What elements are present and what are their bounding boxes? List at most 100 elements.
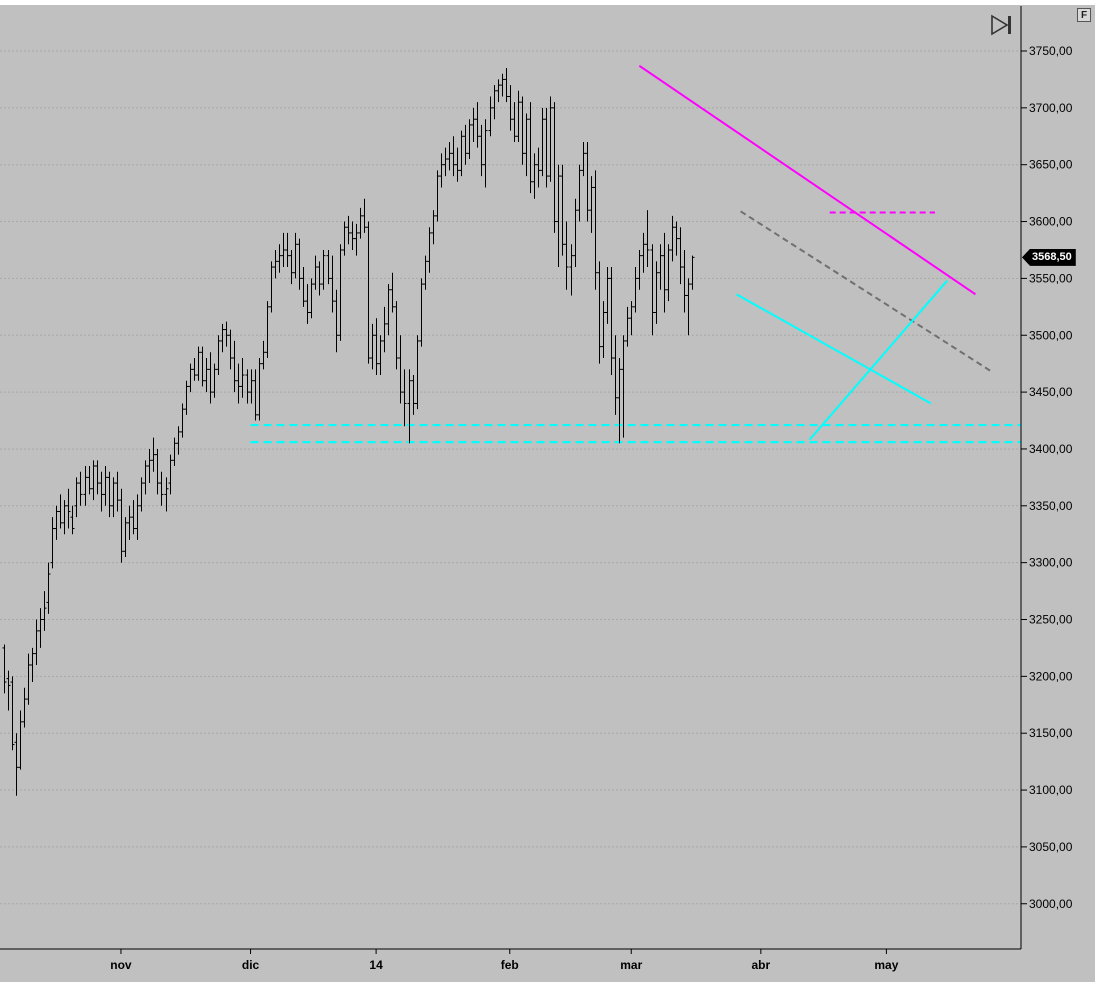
ohlc-bar: [346, 215, 351, 245]
y-tick-label: 3750,00: [1029, 44, 1073, 58]
ohlc-bar: [131, 500, 136, 535]
ohlc-bar: [402, 369, 407, 427]
ohlc-bar: [143, 460, 148, 495]
ohlc-bar: [321, 249, 326, 290]
ohlc-bar: [66, 488, 71, 529]
ohlc-bar: [540, 107, 545, 177]
ohlc-bar: [91, 460, 96, 501]
ohlc-bar: [492, 85, 497, 120]
ohlc-bar: [366, 221, 371, 364]
y-tick-label: 3100,00: [1029, 783, 1073, 797]
y-tick-label: 3300,00: [1029, 556, 1073, 570]
ohlc-bar: [228, 329, 233, 370]
ohlc-bar: [70, 505, 75, 535]
ohlc-bar: [95, 460, 100, 495]
ohlc-bar: [508, 85, 513, 131]
ohlc-bar: [496, 79, 501, 103]
ohlc-bar: [159, 471, 164, 506]
ohlc-bar: [463, 124, 468, 165]
ohlc-bar: [609, 267, 614, 376]
ohlc-bar: [30, 647, 35, 683]
ohlc-bar: [107, 471, 112, 518]
ohlc-bar: [483, 119, 488, 188]
ohlc-bar: [212, 363, 217, 398]
ohlc-bar: [232, 340, 237, 393]
cyan-trendline-line: [736, 293, 932, 405]
ohlc-bar: [479, 124, 484, 177]
ohlc-bar: [42, 591, 47, 631]
ohlc-bar: [573, 198, 578, 268]
ohlc-bar: [330, 255, 335, 313]
ohlc-bar: [261, 340, 266, 370]
ohlc-bar: [38, 608, 43, 648]
ohlc-bar: [317, 261, 322, 296]
ohlc-bar: [111, 477, 116, 518]
ohlc-bar: [293, 232, 298, 279]
ohlc-bar: [374, 318, 379, 376]
ohlc-bar: [459, 130, 464, 177]
f-button[interactable]: F: [1077, 8, 1091, 22]
ohlc-bar: [662, 232, 667, 313]
ohlc-bar: [342, 221, 347, 256]
ohlc-bar: [435, 170, 440, 222]
ohlc-bar: [536, 147, 541, 188]
ohlc-bar: [613, 335, 618, 415]
ohlc-bar: [589, 176, 594, 233]
ohlc-bar: [26, 653, 31, 705]
axis-layer: 3750,00 3700,00 3650,00 3600,00 3550,00 3500,…: [0, 6, 1073, 972]
ohlc-bar: [621, 335, 626, 438]
ohlc-bar: [382, 306, 387, 353]
x-tick-label: feb: [501, 958, 519, 972]
ohlc-bar: [200, 346, 205, 387]
ohlc-bar: [512, 102, 517, 142]
ohlc-bar: [147, 448, 152, 484]
ohlc-bar: [597, 261, 602, 364]
y-tick-label: 3050,00: [1029, 840, 1073, 854]
ohlc-bar: [398, 335, 403, 404]
ohlc-bar: [560, 164, 565, 256]
y-tick-label: 3600,00: [1029, 215, 1073, 229]
ohlc-bar: [645, 210, 650, 268]
ohlc-bar: [168, 454, 173, 495]
x-tick-label: 14: [369, 958, 383, 972]
ohlc-bar: [184, 380, 189, 415]
ohlc-bar: [115, 471, 120, 512]
ohlc-bar: [297, 238, 302, 290]
ohlc-bar: [236, 363, 241, 404]
y-tick-label: 3250,00: [1029, 613, 1073, 627]
skip-to-end-icon[interactable]: [990, 14, 1014, 36]
ohlc-bar: [46, 562, 51, 614]
annotation-layer: [250, 64, 1021, 444]
ohlc-bar: [289, 249, 294, 285]
ohlc-bar: [281, 232, 286, 268]
ohlc-bar: [488, 96, 493, 137]
ohlc-bar: [427, 227, 432, 273]
ohlc-bar: [99, 471, 104, 512]
ohlc-bar: [220, 323, 225, 353]
ohlc-bar: [617, 357, 622, 444]
ohlc-bar: [390, 272, 395, 313]
ohlc-bar: [439, 153, 444, 188]
ohlc-bars-layer: [2, 68, 695, 796]
last-price-label: 3568,50: [1022, 248, 1076, 266]
ohlc-bar: [164, 477, 169, 512]
ohlc-bar: [50, 517, 55, 569]
ohlc-bar: [22, 687, 27, 728]
ohlc-bar: [216, 335, 221, 376]
ohlc-bar: [176, 426, 181, 455]
ohlc-bar: [637, 249, 642, 290]
ohlc-bar: [524, 113, 529, 177]
ohlc-bar: [269, 261, 274, 313]
ohlc-bar: [415, 335, 420, 410]
ohlc-bar: [350, 221, 355, 250]
ohlc-bar: [273, 249, 278, 279]
ohlc-bar: [188, 363, 193, 393]
ohlc-bar: [334, 289, 339, 353]
ohlc-bar: [285, 232, 290, 268]
ohlc-bar: [326, 249, 331, 285]
ohlc-bar: [172, 437, 177, 467]
ohlc-bar: [423, 255, 428, 290]
ohlc-bar: [370, 323, 375, 370]
